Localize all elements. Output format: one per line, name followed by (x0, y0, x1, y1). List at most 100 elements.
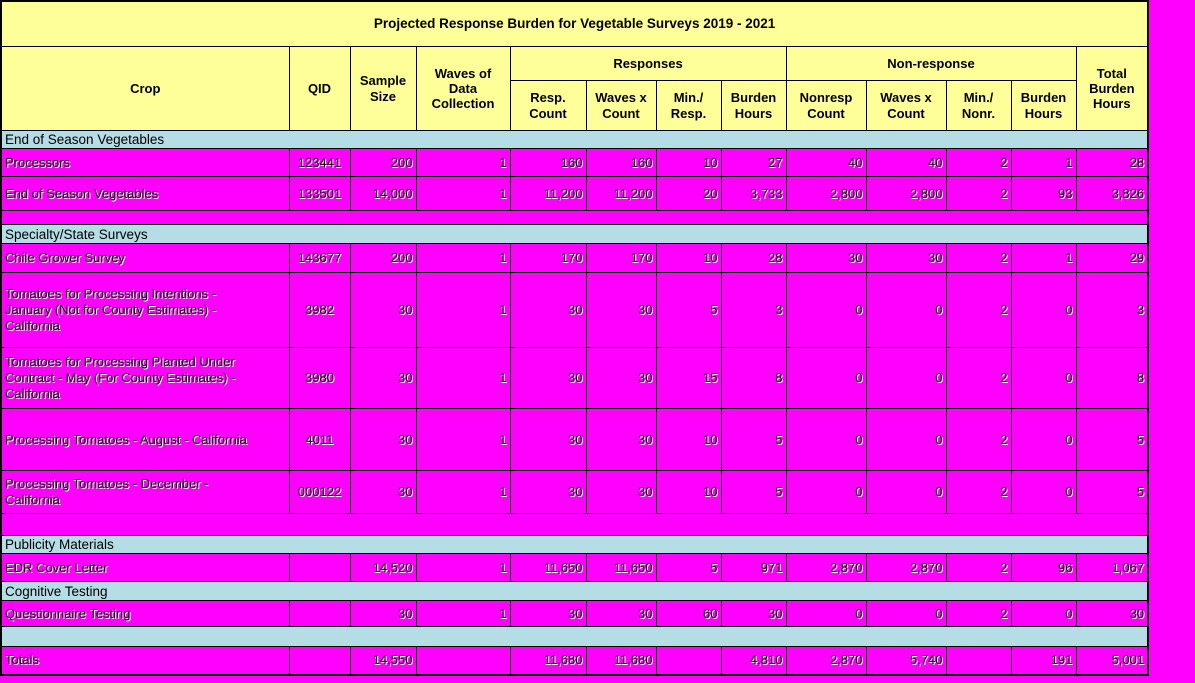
section-label: Publicity Materials (0, 535, 1149, 554)
cell-resp-count: 30 (509, 272, 587, 348)
section-row: Cognitive Testing (0, 581, 1149, 601)
cell-resp-count: 11,650 (509, 553, 587, 582)
col-header-min-resp: Min./ Resp. (655, 80, 722, 131)
col-header-resp-burden-hours: Burden Hours (720, 80, 787, 131)
cell-nonresp-waves-x-count: 40 (865, 148, 947, 177)
cell-waves: 1 (415, 148, 511, 177)
section-row: Specialty/State Surveys (0, 224, 1149, 244)
cell-resp-count: 30 (509, 600, 587, 627)
spacer-cell (0, 210, 1149, 225)
cell-total-burden: 1,067 (1075, 553, 1149, 582)
cell-resp-burden: 8 (720, 347, 787, 409)
cell-crop: Processors (0, 148, 290, 177)
col-header-nonresp-waves-x-count: Waves x Count (865, 80, 947, 131)
title-row: Projected Response Burden for Vegetable … (0, 0, 1149, 47)
cell-resp-waves-x-count: 30 (585, 272, 657, 348)
cell-min-resp: 10 (655, 470, 722, 514)
cell-resp-waves-x-count: 11,650 (585, 553, 657, 582)
cell-resp-waves-x-count: 170 (585, 243, 657, 273)
cell-nonresp-count: 0 (785, 470, 867, 514)
section-label: Cognitive Testing (0, 581, 1149, 601)
cell-sample-size: 200 (349, 243, 417, 273)
table-row: Processing Tomatoes - August - Californi… (0, 408, 1149, 471)
cell-crop: Questionnaire Testing (0, 600, 290, 627)
cell-sample-size: 14,520 (349, 553, 417, 582)
cell-min-resp: 5 (655, 553, 722, 582)
col-header-waves: Waves of Data Collection (415, 46, 511, 131)
cell-resp-burden: 5 (720, 408, 787, 471)
cell-nonresp-count: 40 (785, 148, 867, 177)
burden-table: Projected Response Burden for Vegetable … (0, 0, 1150, 676)
cell-nonresp-count: 0 (785, 600, 867, 627)
cell-min-resp: 60 (655, 600, 722, 627)
cell-total-burden: 30 (1075, 600, 1149, 627)
cell-waves: 1 (415, 243, 511, 273)
cell-nonresp-burden: 96 (1010, 553, 1077, 582)
cell-qid: 3982 (288, 272, 351, 348)
table-header: Projected Response Burden for Vegetable … (0, 0, 1149, 131)
cell-min-resp: 10 (655, 408, 722, 471)
cell-nonresp-burden: 0 (1010, 272, 1077, 348)
cell-resp-count: 11,200 (509, 176, 587, 211)
cell-min-resp: 10 (655, 243, 722, 273)
cell-crop: Tomatoes for Processing Intentions - Jan… (0, 272, 290, 348)
cell-qid: 133501 (288, 176, 351, 211)
table-row: Tomatoes for Processing Planted Under Co… (0, 347, 1149, 409)
table-row: Totals 14,550 11,680 11,680 4,810 2,870 5,740 1… (0, 646, 1149, 675)
cell-resp-count: 170 (509, 243, 587, 273)
cell-total-burden: 8 (1075, 347, 1149, 409)
cell-nonresp-waves-x-count: 0 (865, 600, 947, 627)
col-header-nonresp-burden-hours: Burden Hours (1010, 80, 1077, 131)
cell-total-burden: 28 (1075, 148, 1149, 177)
section-row: End of Season Vegetables (0, 130, 1149, 149)
cell-waves (415, 646, 511, 675)
section-row: Publicity Materials (0, 535, 1149, 554)
cell-nonresp-waves-x-count: 0 (865, 470, 947, 514)
cell-waves: 1 (415, 553, 511, 582)
cell-crop: End of Season Vegetables (0, 176, 290, 211)
cell-nonresp-count: 30 (785, 243, 867, 273)
cell-total-burden: 5,001 (1075, 646, 1149, 675)
cell-min-nonr: 2 (945, 347, 1012, 409)
cell-qid: 4011 (288, 408, 351, 471)
cell-nonresp-burden: 191 (1010, 646, 1077, 675)
group-header-nonresponse: Non-response (785, 46, 1077, 81)
cell-waves: 1 (415, 408, 511, 471)
cell-min-nonr: 2 (945, 553, 1012, 582)
cell-nonresp-waves-x-count: 30 (865, 243, 947, 273)
cell-crop: EDR Cover Letter (0, 553, 290, 582)
cell-sample-size: 30 (349, 408, 417, 471)
cell-resp-count: 30 (509, 470, 587, 514)
cell-min-nonr: 2 (945, 148, 1012, 177)
table-row: EDR Cover Letter 14,520 1 11,650 11,650 5 971 2… (0, 553, 1149, 582)
section-label: End of Season Vegetables (0, 130, 1149, 149)
cell-sample-size: 14,000 (349, 176, 417, 211)
spacer-cell (0, 626, 1149, 647)
group-header-responses: Responses (509, 46, 787, 81)
sub-header-row: Resp. Count Waves x Count Min./ Resp. Bu… (1, 80, 1148, 131)
table-row: End of Season Vegetables 133501 14,000 1 11,… (0, 176, 1149, 211)
cell-total-burden: 3,826 (1075, 176, 1149, 211)
cell-resp-burden: 971 (720, 553, 787, 582)
cell-resp-waves-x-count: 30 (585, 347, 657, 409)
group-header-row: Crop QID Sample Size Waves of Data Colle… (0, 46, 1149, 131)
cell-crop: Chile Grower Survey (0, 243, 290, 273)
cell-sample-size: 30 (349, 347, 417, 409)
cell-nonresp-count: 2,800 (785, 176, 867, 211)
cell-nonresp-waves-x-count: 0 (865, 408, 947, 471)
cell-qid (288, 600, 351, 627)
cell-resp-burden: 3,733 (720, 176, 787, 211)
cell-resp-count: 30 (509, 347, 587, 409)
cell-min-nonr: 2 (945, 408, 1012, 471)
cell-resp-burden: 27 (720, 148, 787, 177)
cell-resp-waves-x-count: 11,680 (585, 646, 657, 675)
cell-waves: 1 (415, 470, 511, 514)
cell-qid: 000122 (288, 470, 351, 514)
cell-min-nonr: 2 (945, 243, 1012, 273)
cell-qid: 143677 (288, 243, 351, 273)
cell-nonresp-waves-x-count: 0 (865, 272, 947, 348)
cell-nonresp-waves-x-count: 2,870 (865, 553, 947, 582)
table-row: Tomatoes for Processing Intentions - Jan… (0, 272, 1149, 348)
cell-sample-size: 14,550 (349, 646, 417, 675)
col-header-resp-count: Resp. Count (509, 80, 587, 131)
